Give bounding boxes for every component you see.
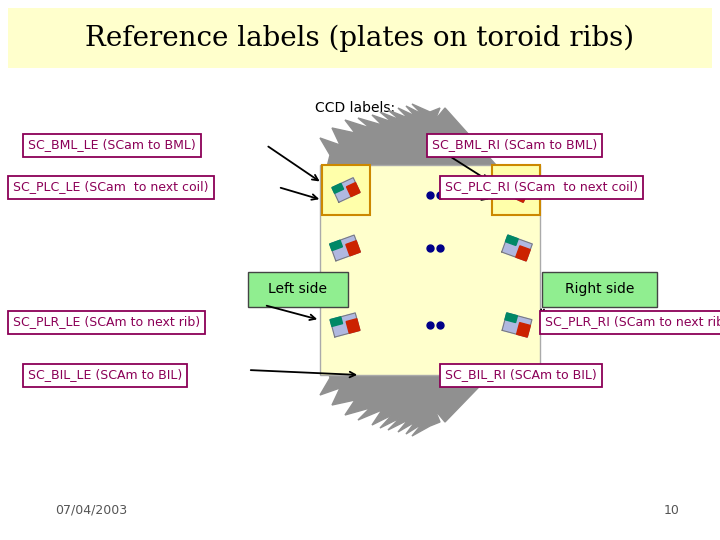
Text: SC_BIL_RI (SCAm to BIL): SC_BIL_RI (SCAm to BIL)	[445, 368, 597, 381]
Bar	[320, 165, 540, 375]
Text: Reference labels (plates on toroid ribs): Reference labels (plates on toroid ribs)	[86, 24, 634, 52]
Polygon shape	[346, 183, 360, 197]
Bar	[542, 272, 657, 307]
Polygon shape	[506, 178, 518, 187]
Text: Right side: Right side	[565, 282, 635, 296]
Polygon shape	[330, 240, 343, 251]
Text: 10: 10	[664, 503, 680, 516]
Polygon shape	[330, 235, 360, 261]
Text: CCD labels:: CCD labels:	[315, 101, 395, 115]
Text: SC_PLC_RI (SCam  to next coil): SC_PLC_RI (SCam to next coil)	[445, 180, 638, 193]
Polygon shape	[346, 319, 360, 333]
Polygon shape	[514, 188, 528, 202]
Text: Left side: Left side	[269, 282, 328, 296]
Polygon shape	[332, 178, 360, 202]
Text: SC_BML_LE (SCam to BML): SC_BML_LE (SCam to BML)	[28, 138, 196, 152]
Text: 07/04/2003: 07/04/2003	[55, 503, 127, 516]
Bar	[492, 165, 540, 215]
Text: SC_PLR_RI (SCam to next rib): SC_PLR_RI (SCam to next rib)	[545, 315, 720, 328]
Polygon shape	[320, 104, 505, 175]
Bar	[322, 165, 370, 215]
Polygon shape	[505, 235, 518, 246]
Text: SC_BML_RI (SCam to BML): SC_BML_RI (SCam to BML)	[432, 138, 598, 152]
Text: SC_PLR_LE (SCAm to next rib): SC_PLR_LE (SCAm to next rib)	[13, 315, 200, 328]
Polygon shape	[517, 322, 531, 337]
Text: SC_BIL_LE (SCAm to BIL): SC_BIL_LE (SCAm to BIL)	[28, 368, 182, 381]
Polygon shape	[502, 178, 530, 202]
Polygon shape	[330, 313, 360, 337]
Text: SC_PLC_LE (SCam  to next coil): SC_PLC_LE (SCam to next coil)	[13, 180, 209, 193]
Polygon shape	[516, 246, 530, 261]
Bar	[8, 8, 712, 68]
Polygon shape	[346, 241, 360, 256]
Polygon shape	[502, 235, 532, 261]
Bar	[248, 272, 348, 307]
Polygon shape	[505, 313, 518, 322]
Polygon shape	[502, 313, 532, 337]
Polygon shape	[320, 360, 505, 436]
Polygon shape	[332, 184, 343, 193]
Polygon shape	[330, 317, 343, 327]
